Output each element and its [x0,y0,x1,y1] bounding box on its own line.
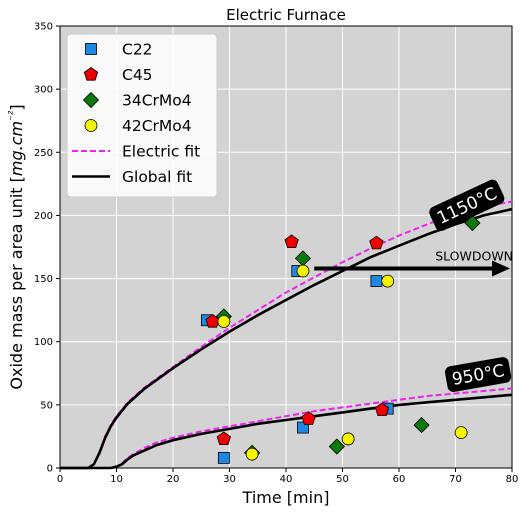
plot-frame [59,25,513,469]
legend-label-34crmo4: 34CrMo4 [122,92,192,110]
legend-label-42crmo4: 42CrMo4 [122,117,192,135]
34crmo4-point [413,416,430,434]
fit-curves [60,200,513,470]
c45-point [301,411,316,425]
y-tick-label: 100 [34,337,53,348]
y-tick-label: 200 [34,211,53,222]
c22-point [297,421,309,434]
x-tick-label: 30 [223,474,236,485]
42crmo4-point [381,274,395,288]
y-tick-label: 350 [34,22,53,33]
slowdown-label: SLOWDOWN [435,248,513,263]
temperature-label-box [429,179,505,231]
c22-point [370,275,383,287]
legend: C22 C45 34CrMo4 42CrMo4 Electric fit Global f… [66,33,218,198]
chart-title: Electric Furnace [226,6,346,24]
42crmo4-point [296,264,310,278]
legend-marker-c45 [83,67,99,81]
x-tick-label: 10 [110,474,123,485]
c22-point [217,451,230,464]
c45-point [374,402,390,417]
y-tick-label: 150 [34,274,53,285]
y-tick-label: 300 [34,85,53,96]
temperature-label-box [445,357,512,393]
legend-box [66,33,218,198]
global-fit-curve-950-c [60,393,513,470]
temperature-label-950-c: 950°C [445,357,512,393]
legend-label-c45: C45 [122,66,153,84]
data-points [200,214,481,464]
42crmo4-point [217,315,231,328]
legend-label-electric-fit: Electric fit [122,143,200,161]
legend-label-c22: C22 [122,41,153,59]
legend-marker-c22 [85,43,97,55]
x-tick-label: 80 [506,474,519,485]
x-tick-label: 60 [393,474,406,485]
x-tick-label: 40 [280,474,293,485]
axes: 0 10 20 30 40 50 60 70 80 0 50 100 150 200 250 300 350 [34,22,518,486]
x-tick-label: 70 [449,474,462,485]
c45-point [369,235,384,250]
y-axis-title: Oxide mass per area unit [mg.cm⁻²] [6,104,26,389]
global-fit-curve-1150-c [60,207,513,470]
y-tick-label: 50 [40,400,53,411]
42crmo4-point [341,432,355,446]
x-tick-label: 20 [167,474,180,485]
legend-marker-42crmo4 [84,119,98,132]
42crmo4-point [245,447,259,461]
c45-point [284,234,299,249]
legend-label-global-fit: Global fit [122,168,192,186]
34crmo4-point [464,214,481,232]
x-axis-title: Time [min] [242,488,330,507]
x-tick-label: 50 [336,474,349,485]
y-tick-label: 0 [47,464,53,475]
34crmo4-point [328,438,345,455]
y-tick-label: 250 [34,148,53,159]
42crmo4-point [454,426,468,440]
c45-point [216,431,231,446]
legend-marker-34crmo4 [82,91,100,109]
slowdown-arrow-head [492,260,510,277]
x-tick-label: 0 [57,474,63,485]
